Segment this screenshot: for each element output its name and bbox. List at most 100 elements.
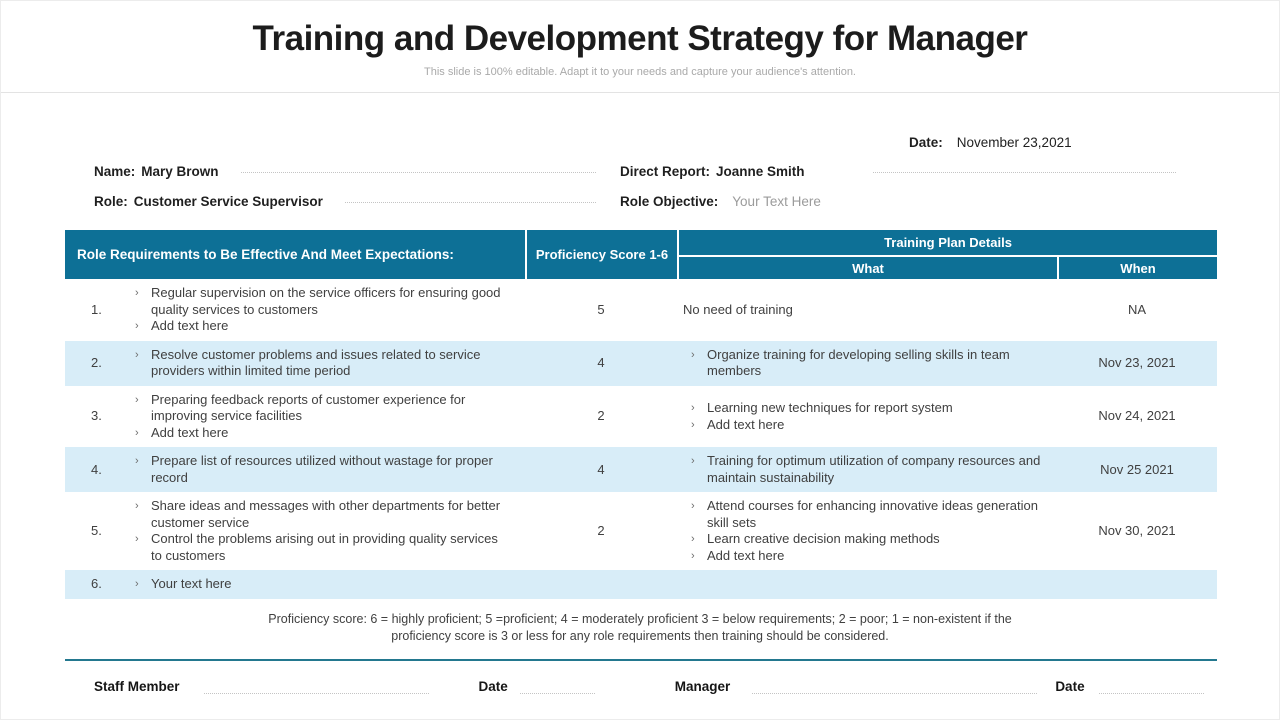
slide-header: Training and Development Strategy for Ma… bbox=[1, 1, 1279, 93]
proficiency-note: Proficiency score: 6 = highly proficient… bbox=[268, 611, 1013, 645]
chevron-bullet-icon: › bbox=[135, 498, 151, 515]
score-cell: 2 bbox=[525, 408, 677, 425]
proficiency-note-wrap: Proficiency score: 6 = highly proficient… bbox=[1, 599, 1279, 659]
requirements-list: ›Share ideas and messages with other dep… bbox=[135, 498, 525, 564]
table-row: 1. ›Regular supervision on the service o… bbox=[65, 279, 1217, 341]
row-number: 2. bbox=[65, 355, 135, 372]
bullet-item: ›Regular supervision on the service offi… bbox=[135, 285, 511, 318]
chevron-bullet-icon: › bbox=[691, 417, 707, 434]
bullet-item: ›Resolve customer problems and issues re… bbox=[135, 347, 511, 380]
table-row: 6. ›Your text here bbox=[65, 570, 1217, 599]
bullet-text: Learning new techniques for report syste… bbox=[707, 400, 1043, 417]
chevron-bullet-icon: › bbox=[691, 498, 707, 515]
row-number: 4. bbox=[65, 462, 135, 479]
requirements-cell: 2. ›Resolve customer problems and issues… bbox=[65, 347, 525, 380]
staff-member-label: Staff Member bbox=[94, 679, 180, 694]
chevron-bullet-icon: › bbox=[135, 576, 151, 593]
chevron-bullet-icon: › bbox=[691, 347, 707, 364]
bullet-text: Your text here bbox=[151, 576, 511, 593]
when-cell: NA bbox=[1057, 302, 1217, 319]
direct-report-label: Direct Report: bbox=[620, 164, 710, 180]
date1-signature-line bbox=[520, 690, 595, 694]
bullet-text: Share ideas and messages with other depa… bbox=[151, 498, 511, 531]
requirements-cell: 5. ›Share ideas and messages with other … bbox=[65, 498, 525, 564]
requirements-cell: 4. ›Prepare list of resources utilized w… bbox=[65, 453, 525, 486]
row-number: 1. bbox=[65, 302, 135, 319]
bullet-text: Learn creative decision making methods bbox=[707, 531, 1043, 548]
chevron-bullet-icon: › bbox=[135, 318, 151, 335]
bullet-text: Add text here bbox=[707, 417, 1043, 434]
header-training-plan-details: Training Plan Details bbox=[677, 230, 1217, 255]
table-row: 2. ›Resolve customer problems and issues… bbox=[65, 341, 1217, 386]
chevron-bullet-icon: › bbox=[135, 453, 151, 470]
bullet-item: ›Attend courses for enhancing innovative… bbox=[691, 498, 1043, 531]
header-role-requirements: Role Requirements to Be Effective And Me… bbox=[65, 230, 525, 279]
bullet-text: Preparing feedback reports of customer e… bbox=[151, 392, 511, 425]
role-objective-label: Role Objective: bbox=[620, 194, 718, 210]
chevron-bullet-icon: › bbox=[691, 400, 707, 417]
requirements-list: ›Preparing feedback reports of customer … bbox=[135, 392, 525, 442]
signature-row: Staff Member Date Manager Date bbox=[94, 679, 1279, 694]
chevron-bullet-icon: › bbox=[691, 531, 707, 548]
when-cell: Nov 25 2021 bbox=[1057, 462, 1217, 479]
score-cell: 5 bbox=[525, 302, 677, 319]
role-objective-field: Role Objective: Your Text Here bbox=[620, 194, 1176, 210]
date-field: Date: November 23,2021 bbox=[909, 135, 1279, 150]
requirements-cell: 6. ›Your text here bbox=[65, 576, 525, 593]
chevron-bullet-icon: › bbox=[691, 548, 707, 565]
teal-divider bbox=[65, 659, 1217, 661]
chevron-bullet-icon: › bbox=[135, 531, 151, 548]
date2-label: Date bbox=[1055, 679, 1084, 694]
bullet-text: Add text here bbox=[707, 548, 1043, 565]
requirements-list: ›Resolve customer problems and issues re… bbox=[135, 347, 525, 380]
direct-report-value: Joanne Smith bbox=[716, 164, 805, 180]
bullet-item: ›Add text here bbox=[135, 318, 511, 335]
bullet-item: ›Add text here bbox=[135, 425, 511, 442]
header-what: What bbox=[677, 255, 1057, 279]
role-field: Role: Customer Service Supervisor bbox=[94, 194, 596, 210]
bullet-item: ›Your text here bbox=[135, 576, 511, 593]
staff-member-signature-line bbox=[204, 690, 429, 694]
requirements-list: ›Your text here bbox=[135, 576, 525, 593]
bullet-item: ›Prepare list of resources utilized with… bbox=[135, 453, 511, 486]
bullet-item: ›Control the problems arising out in pro… bbox=[135, 531, 511, 564]
bullet-text: Resolve customer problems and issues rel… bbox=[151, 347, 511, 380]
name-underline bbox=[241, 172, 596, 173]
info-fields: Name: Mary Brown Direct Report: Joanne S… bbox=[94, 164, 1176, 210]
chevron-bullet-icon: › bbox=[135, 425, 151, 442]
row-number: 3. bbox=[65, 408, 135, 425]
table-body: 1. ›Regular supervision on the service o… bbox=[65, 279, 1217, 599]
chevron-bullet-icon: › bbox=[135, 285, 151, 302]
page-subtitle: This slide is 100% editable. Adapt it to… bbox=[1, 66, 1279, 78]
bullet-item: ›Organize training for developing sellin… bbox=[691, 347, 1043, 380]
bullet-text: Prepare list of resources utilized witho… bbox=[151, 453, 511, 486]
name-value: Mary Brown bbox=[141, 164, 218, 180]
direct-report-field: Direct Report: Joanne Smith bbox=[620, 164, 1176, 180]
bullet-item: ›Add text here bbox=[691, 548, 1043, 565]
chevron-bullet-icon: › bbox=[135, 392, 151, 409]
training-table: Role Requirements to Be Effective And Me… bbox=[65, 230, 1217, 599]
bullet-text: Control the problems arising out in prov… bbox=[151, 531, 511, 564]
bullet-text: Regular supervision on the service offic… bbox=[151, 285, 511, 318]
bullet-text: Attend courses for enhancing innovative … bbox=[707, 498, 1043, 531]
page-title: Training and Development Strategy for Ma… bbox=[1, 19, 1279, 59]
score-cell: 4 bbox=[525, 355, 677, 372]
role-objective-placeholder: Your Text Here bbox=[732, 194, 821, 210]
bullet-item: ›Preparing feedback reports of customer … bbox=[135, 392, 511, 425]
manager-label: Manager bbox=[675, 679, 731, 694]
name-field: Name: Mary Brown bbox=[94, 164, 596, 180]
name-label: Name: bbox=[94, 164, 135, 180]
role-value: Customer Service Supervisor bbox=[134, 194, 323, 210]
what-cell: ›Organize training for developing sellin… bbox=[677, 347, 1057, 380]
bullet-text: Add text here bbox=[151, 318, 511, 335]
bullet-text: Training for optimum utilization of comp… bbox=[707, 453, 1043, 486]
when-cell: Nov 24, 2021 bbox=[1057, 408, 1217, 425]
role-underline bbox=[345, 202, 596, 203]
when-cell: Nov 23, 2021 bbox=[1057, 355, 1217, 372]
bullet-item: ›Learning new techniques for report syst… bbox=[691, 400, 1043, 417]
bullet-item: ›Training for optimum utilization of com… bbox=[691, 453, 1043, 486]
table-row: 5. ›Share ideas and messages with other … bbox=[65, 492, 1217, 570]
table-header: Role Requirements to Be Effective And Me… bbox=[65, 230, 1217, 279]
header-proficiency-score: Proficiency Score 1-6 bbox=[525, 230, 677, 279]
requirements-list: ›Regular supervision on the service offi… bbox=[135, 285, 525, 335]
